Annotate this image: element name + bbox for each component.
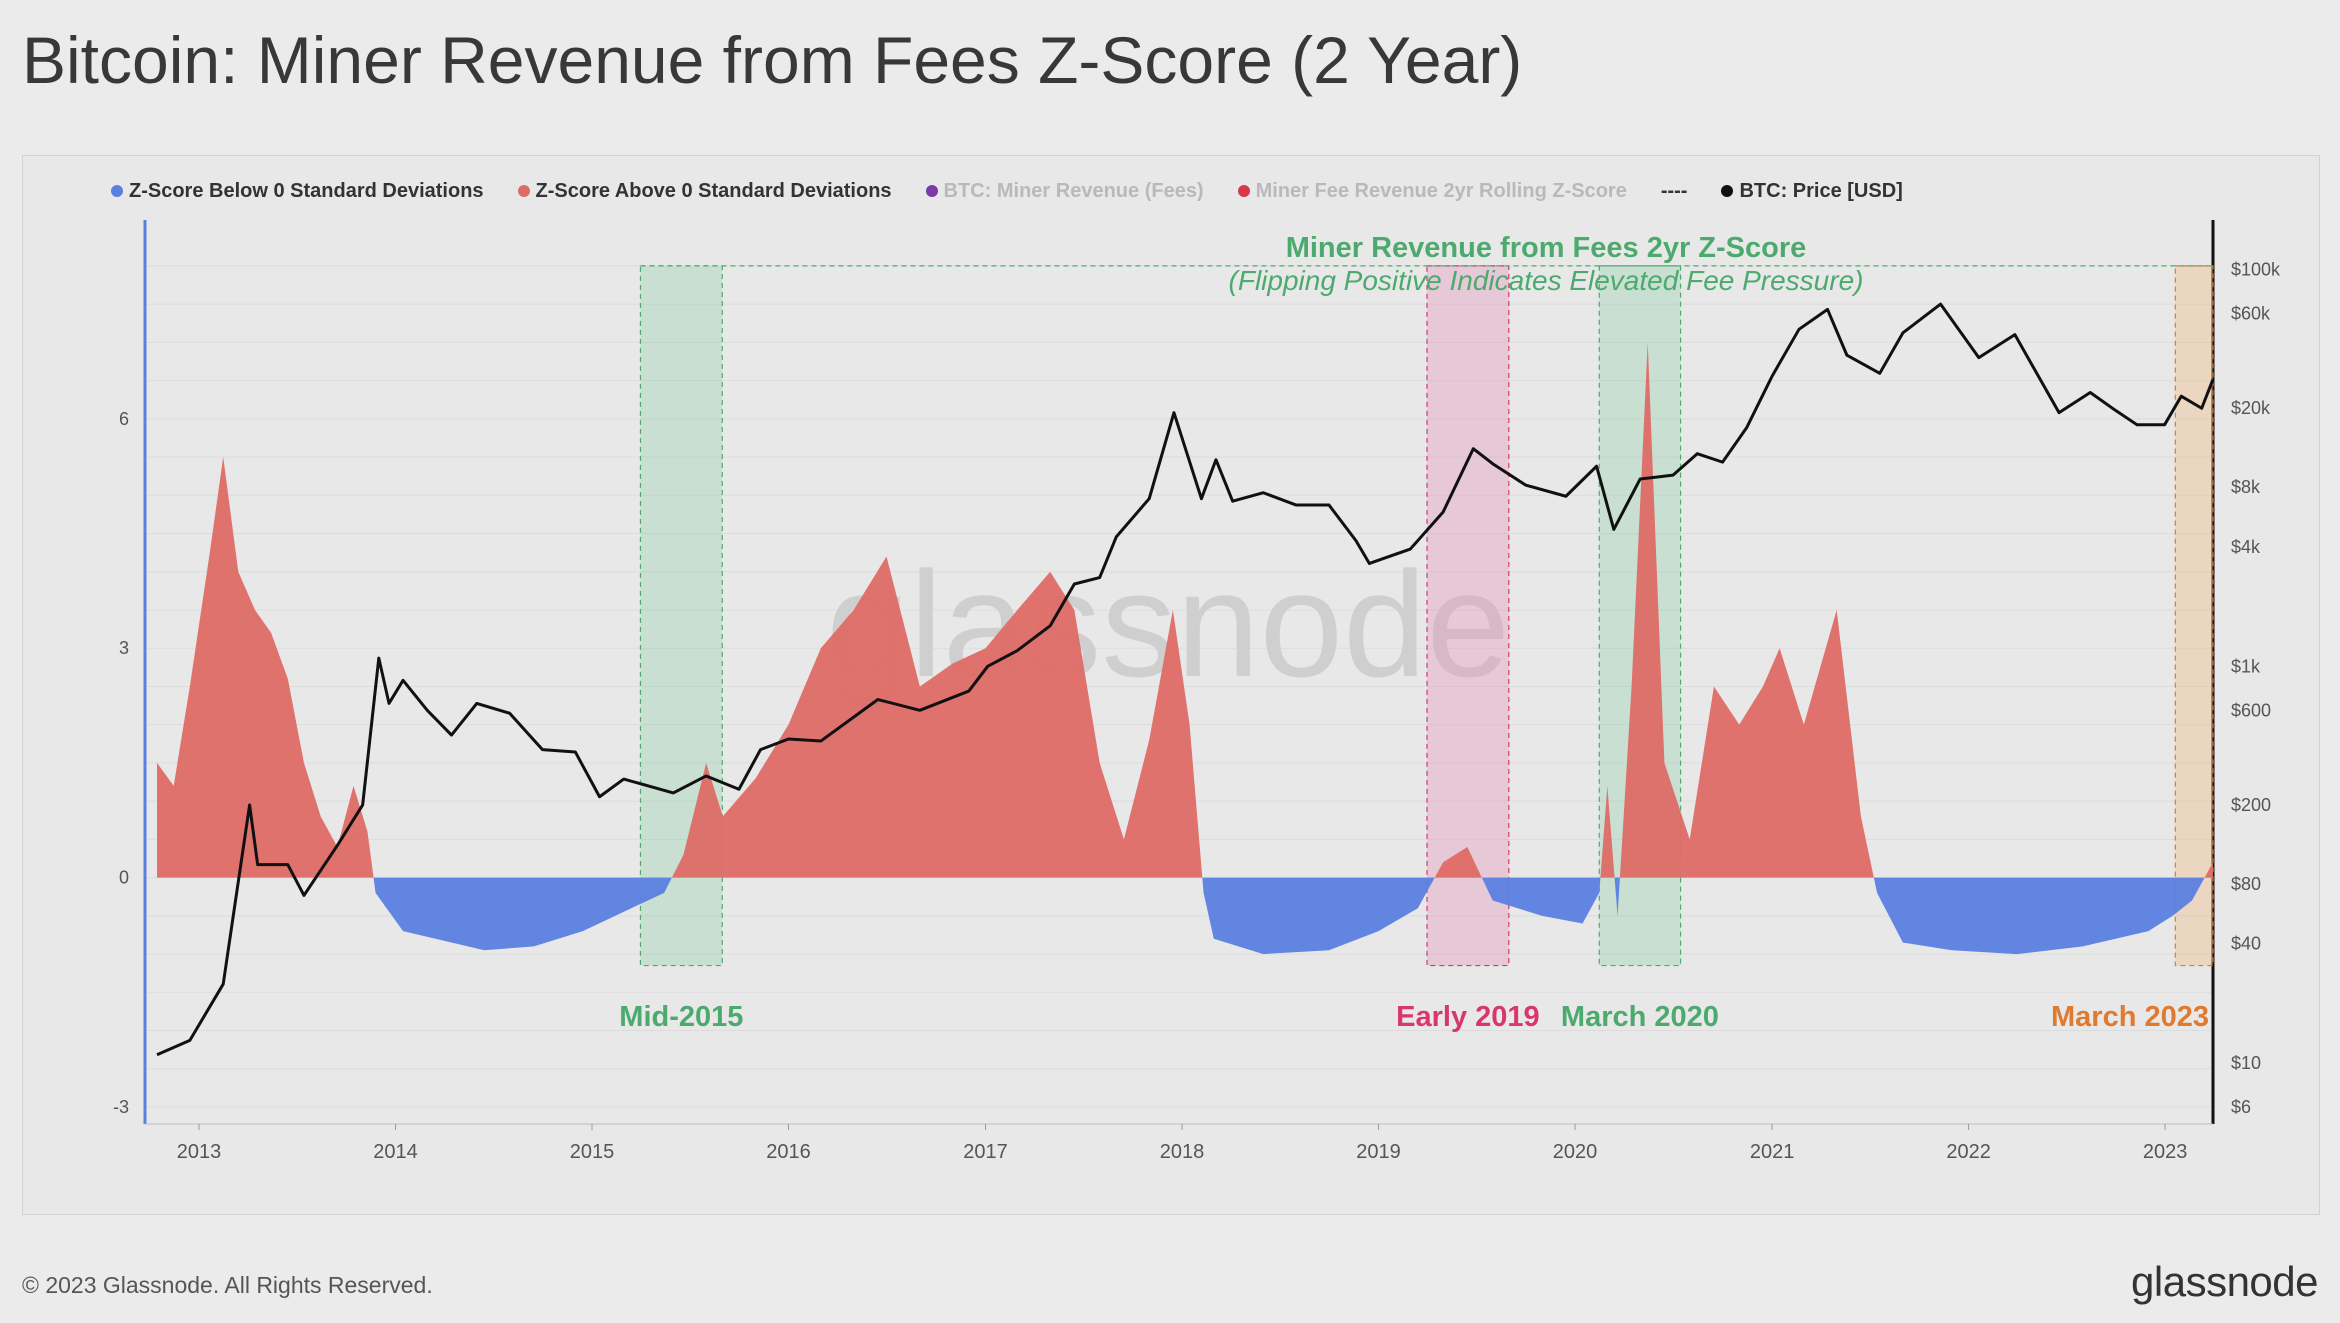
legend-item[interactable]: BTC: Price [USD]: [1721, 179, 1903, 203]
chart-canvas: glassnode-3036$6$10$40$80$200$600$1k$4k$…: [113, 220, 2281, 1163]
x-tick-label: 2015: [570, 1141, 615, 1163]
zscore-below-area: [157, 877, 2213, 955]
legend-swatch: [1721, 185, 1734, 197]
highlight-label: March 2023: [2051, 1001, 2209, 1033]
legend-label: ----: [1660, 179, 1688, 202]
y-right-tick-label: $10: [2231, 1053, 2261, 1073]
y-right-tick-label: $8k: [2231, 477, 2261, 497]
footer-copyright: © 2023 Glassnode. All Rights Reserved.: [22, 1272, 433, 1298]
chart-subtitle: (Flipping Positive Indicates Elevated Fe…: [1229, 265, 1864, 296]
legend-swatch: [517, 185, 530, 197]
legend-label: BTC: Miner Revenue (Fees): [943, 179, 1204, 202]
x-tick-label: 2018: [1160, 1141, 1205, 1163]
x-tick-label: 2019: [1356, 1141, 1401, 1163]
y-right-tick-label: $60k: [2231, 304, 2271, 324]
y-left-tick-label: 0: [119, 868, 129, 888]
highlight-label: Early 2019: [1396, 1001, 1540, 1033]
x-tick-label: 2023: [2143, 1141, 2188, 1163]
legend-swatch: [1237, 185, 1250, 197]
y-right-tick-label: $4k: [2231, 537, 2261, 557]
y-right-tick-label: $100k: [2231, 260, 2281, 280]
zscore-above-area: [157, 342, 2213, 878]
highlight-band: [2174, 265, 2214, 967]
x-tick-label: 2020: [1553, 1141, 1598, 1163]
y-left-tick-label: 3: [119, 638, 129, 658]
page-title: Bitcoin: Miner Revenue from Fees Z-Score…: [22, 23, 1523, 97]
x-tick-label: 2016: [766, 1141, 811, 1163]
chart-title: Miner Revenue from Fees 2yr Z-Score: [1286, 232, 1807, 264]
highlight-label: March 2020: [1561, 1001, 1719, 1033]
legend-label: Miner Fee Revenue 2yr Rolling Z-Score: [1255, 179, 1627, 202]
legend-swatch: [111, 185, 123, 197]
y-left-tick-label: -3: [113, 1097, 129, 1117]
chart-panel: Z-Score Below 0 Standard Deviations Z-Sco…: [22, 155, 2320, 1215]
y-right-tick-label: $40: [2231, 934, 2261, 954]
x-tick-label: 2022: [1946, 1141, 1991, 1163]
x-tick-label: 2013: [177, 1141, 222, 1163]
legend-label: Z-Score Above 0 Standard Deviations: [535, 179, 892, 202]
highlight-label: Mid-2015: [619, 1001, 743, 1033]
legend-item[interactable]: Z-Score Below 0 Standard Deviations: [111, 180, 484, 203]
x-tick-label: 2014: [373, 1141, 418, 1163]
legend-item[interactable]: ----: [1661, 180, 1688, 203]
legend-item[interactable]: Z-Score Above 0 Standard Deviations: [517, 179, 892, 203]
legend-item[interactable]: BTC: Miner Revenue (Fees): [925, 179, 1204, 203]
legend-item[interactable]: Miner Fee Revenue 2yr Rolling Z-Score: [1237, 179, 1627, 203]
y-right-tick-label: $6: [2231, 1097, 2251, 1117]
x-tick-label: 2021: [1750, 1141, 1795, 1163]
y-right-tick-label: $200: [2231, 795, 2271, 815]
y-right-tick-label: $1k: [2231, 656, 2261, 676]
legend-label: BTC: Price [USD]: [1739, 179, 1903, 202]
y-right-tick-label: $600: [2231, 700, 2271, 720]
chart-legend: Z-Score Below 0 Standard Deviations Z-Sco…: [111, 176, 1903, 206]
y-left-tick-label: 6: [119, 409, 129, 429]
y-right-tick-label: $80: [2231, 874, 2261, 894]
footer-brand-logo[interactable]: glassnode: [2131, 1258, 2318, 1305]
btc-price-line: [156, 302, 2215, 1057]
x-tick-label: 2017: [963, 1141, 1008, 1163]
legend-label: Z-Score Below 0 Standard Deviations: [129, 179, 484, 202]
y-right-tick-label: $20k: [2231, 398, 2271, 418]
legend-swatch: [925, 185, 938, 197]
